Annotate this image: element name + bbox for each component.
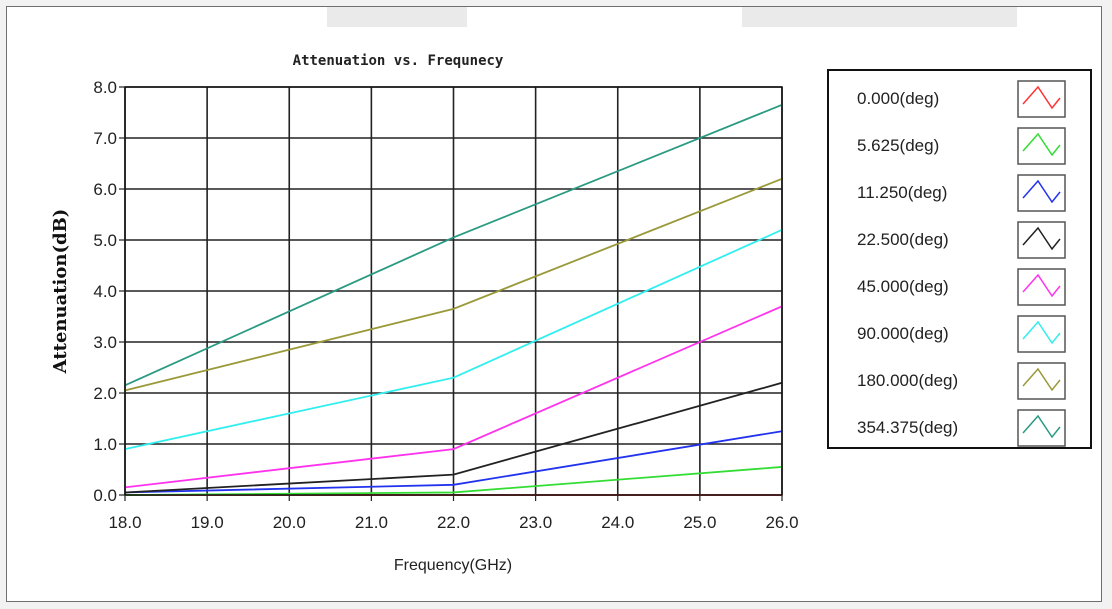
legend-swatch xyxy=(1017,315,1066,353)
legend: 0.000(deg) 5.625(deg) 11.250(deg) 22.500(de… xyxy=(827,69,1092,449)
legend-swatch-line xyxy=(1022,85,1061,110)
legend-label: 22.500(deg) xyxy=(857,230,949,249)
background-shade xyxy=(327,7,467,27)
background-shade xyxy=(742,7,1017,27)
legend-label: 90.000(deg) xyxy=(857,324,949,343)
x-tick-label: 18.0 xyxy=(108,513,141,532)
y-tick-label: 6.0 xyxy=(93,180,117,199)
x-tick-label: 23.0 xyxy=(519,513,552,532)
y-tick-label: 4.0 xyxy=(93,282,117,301)
x-tick-label: 26.0 xyxy=(765,513,798,532)
x-tick-label: 25.0 xyxy=(683,513,716,532)
legend-label: 11.250(deg) xyxy=(857,183,947,202)
legend-label: 0.000(deg) xyxy=(857,89,939,108)
legend-label: 45.000(deg) xyxy=(857,277,949,296)
legend-swatch xyxy=(1017,268,1066,306)
x-tick-label: 22.0 xyxy=(437,513,470,532)
series-line xyxy=(124,381,783,494)
y-tick-label: 1.0 xyxy=(93,435,117,454)
y-tick-label: 5.0 xyxy=(93,231,117,250)
legend-label: 354.375(deg) xyxy=(857,418,958,437)
legend-swatch-line xyxy=(1022,367,1061,392)
y-tick-label: 8.0 xyxy=(93,78,117,97)
legend-swatch-line xyxy=(1022,132,1061,157)
legend-swatch xyxy=(1017,221,1066,259)
legend-swatch-line xyxy=(1022,320,1061,345)
legend-swatch xyxy=(1017,174,1066,212)
x-tick-label: 21.0 xyxy=(355,513,388,532)
legend-swatch-line xyxy=(1022,414,1061,439)
legend-label: 5.625(deg) xyxy=(857,136,939,155)
y-tick-label: 7.0 xyxy=(93,129,117,148)
x-tick-label: 24.0 xyxy=(601,513,634,532)
legend-swatch xyxy=(1017,80,1066,118)
series-line xyxy=(124,177,783,392)
x-axis-label: Frequency(GHz) xyxy=(394,557,512,574)
series-line xyxy=(124,466,783,496)
y-axis-label: Attenuation(dB) xyxy=(50,209,71,375)
legend-label: 180.000(deg) xyxy=(857,371,958,390)
x-tick-label: 19.0 xyxy=(191,513,224,532)
grid xyxy=(124,86,783,496)
series-line xyxy=(124,228,783,450)
legend-swatch-line xyxy=(1022,273,1061,298)
legend-swatch xyxy=(1017,127,1066,165)
y-tick-label: 2.0 xyxy=(93,384,117,403)
legend-swatch-line xyxy=(1022,226,1061,251)
x-tick-label: 20.0 xyxy=(273,513,306,532)
y-tick-label: 0.0 xyxy=(93,486,117,505)
y-tick-label: 3.0 xyxy=(93,333,117,352)
legend-swatch xyxy=(1017,362,1066,400)
legend-swatch-line xyxy=(1022,179,1061,204)
series-line xyxy=(124,104,783,387)
series-line xyxy=(124,305,783,489)
series-line xyxy=(124,430,783,494)
axis-ticks: 18.0 19.0 20.0 21.0 22.0 23.0 24.0 25.0 26.0 0.0 1… xyxy=(93,78,798,532)
legend-swatch xyxy=(1017,409,1066,447)
chart-title: Attenuation vs. Frequnecy xyxy=(293,53,504,69)
